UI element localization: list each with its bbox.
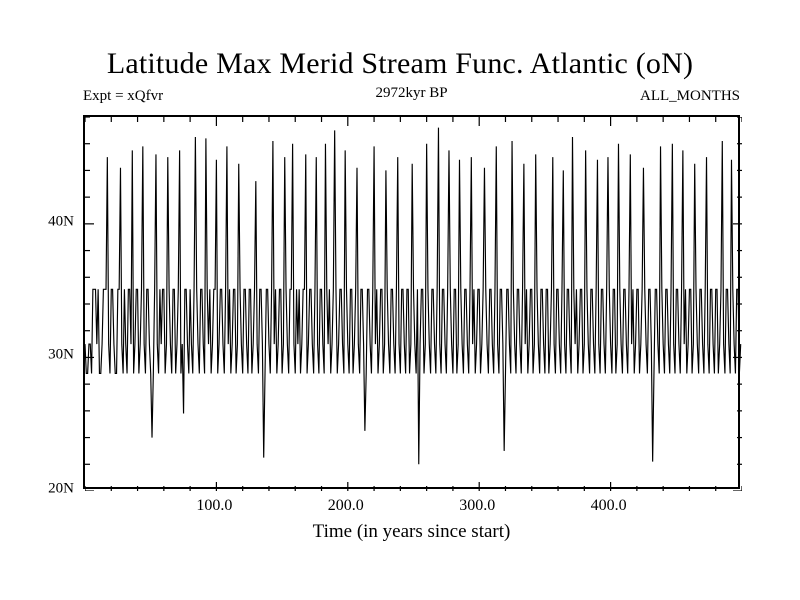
axis-ticks (85, 117, 742, 491)
x-tick-label: 300.0 (459, 497, 496, 514)
x-tick-label: 100.0 (196, 497, 233, 514)
x-tick-label: 400.0 (590, 497, 627, 514)
time-period-label: 2972kyr BP (375, 85, 448, 101)
x-tick-label: 200.0 (327, 497, 364, 514)
y-tick-label: 30N (48, 346, 74, 363)
experiment-label: Expt = xQfvr (83, 88, 164, 104)
y-axis-tick-labels: 40N 30N 20N (0, 115, 74, 496)
x-axis-tick-labels: 100.0 200.0 300.0 400.0 (83, 497, 740, 521)
plot-svg (85, 117, 742, 491)
y-tick-label: 20N (48, 480, 74, 497)
data-series-line (85, 127, 742, 465)
plot-frame (83, 115, 742, 491)
header-annotations: Expt = xQfvr 2972kyr BP ALL_MONTHS (83, 85, 740, 108)
months-label: ALL_MONTHS (640, 88, 740, 104)
y-tick-label: 40N (48, 213, 74, 230)
page-title: Latitude Max Merid Stream Func. Atlantic… (106, 47, 694, 80)
x-axis-title: Time (in years since start) (312, 521, 511, 542)
